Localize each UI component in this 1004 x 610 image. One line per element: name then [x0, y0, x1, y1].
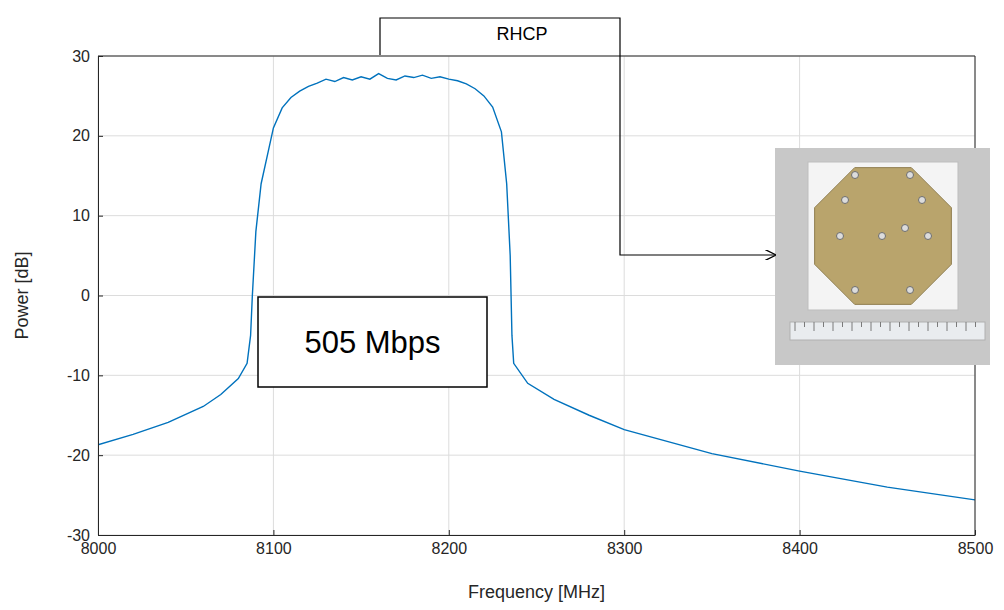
tick: 20	[72, 127, 103, 144]
grid-line-y	[98, 135, 975, 136]
photo-screw	[907, 172, 914, 179]
tick: 8200	[432, 530, 468, 557]
photo-ruler-tick	[909, 322, 910, 331]
annotation-box	[258, 297, 487, 387]
photo-ruler-tick	[966, 322, 967, 331]
photo-ruler-tick	[814, 322, 815, 331]
photo-octagon	[815, 168, 952, 305]
tick-mark	[98, 216, 103, 217]
frame	[98, 56, 975, 57]
x-axis-title: Frequency [MHz]	[468, 582, 605, 602]
annotation: RHCP	[496, 24, 547, 44]
photo-ruler-tick	[795, 322, 796, 331]
photo-ruler-tick	[890, 322, 891, 331]
photo-screw	[902, 225, 909, 232]
annotation: 505 Mbps	[304, 325, 440, 360]
tick: 8300	[607, 530, 643, 557]
tick: -10	[67, 367, 103, 384]
tick-mark	[98, 455, 103, 456]
tick-label: 0	[81, 287, 90, 304]
tick-mark	[449, 530, 450, 535]
y-axis-title: Power [dB]	[12, 251, 32, 339]
tick-label: 30	[72, 48, 90, 65]
photo-ruler-tick	[928, 322, 929, 331]
x-axis: 800081008200830084008500	[81, 530, 994, 557]
tick: -20	[67, 447, 103, 464]
photo-ruler-tick	[823, 322, 824, 327]
tick-mark	[273, 530, 274, 535]
tick: 10	[72, 207, 103, 224]
photo-ruler-tick	[899, 322, 900, 327]
tick: 8400	[782, 530, 818, 557]
tick: 0	[81, 287, 103, 304]
tick: 8100	[256, 530, 292, 557]
photo-ruler-tick	[842, 322, 843, 327]
photo-ruler-tick	[804, 322, 805, 327]
photo-screw	[879, 233, 886, 240]
photo-plate	[808, 162, 958, 310]
photo-ruler-tick	[871, 322, 872, 331]
photo-ruler-tick	[861, 322, 862, 327]
photo-screw	[837, 233, 844, 240]
tick-label: 10	[72, 207, 90, 224]
tick-mark	[98, 535, 103, 536]
grid	[98, 56, 975, 535]
photo-background	[775, 148, 990, 365]
photo-screw	[852, 287, 859, 294]
y-axis: -30 -20 -10 0 10 20 30	[67, 48, 103, 544]
photo-ruler-tick	[833, 322, 834, 331]
photo	[775, 148, 990, 365]
tick: 8500	[958, 530, 994, 557]
tick-label: -30	[67, 527, 90, 544]
photo-screw	[925, 233, 932, 240]
tick-label: 8500	[958, 540, 994, 557]
tick-mark	[98, 136, 103, 137]
photo-screw	[852, 172, 859, 179]
tick-mark	[98, 296, 103, 297]
photo-ruler-tick	[918, 322, 919, 327]
photo-ruler-tick	[880, 322, 881, 327]
grid-line-y	[98, 455, 975, 456]
photo-ruler-tick	[937, 322, 938, 327]
tick-label: -20	[67, 447, 90, 464]
tick-label: -10	[67, 367, 90, 384]
tick: -30	[67, 527, 103, 544]
tick-label: 20	[72, 127, 90, 144]
tick-label: 8100	[256, 540, 292, 557]
plot-background	[98, 56, 975, 535]
photo-screw	[907, 287, 914, 294]
grid-line-y	[98, 375, 975, 376]
plot: 800081008200830084008500-30-20-100102030	[67, 48, 994, 558]
grid-line-y	[98, 56, 975, 57]
photo-ruler	[790, 322, 985, 340]
grid-line-y	[98, 535, 975, 536]
photo-ruler-tick	[956, 322, 957, 327]
tick-label: 8300	[607, 540, 643, 557]
tick-mark	[800, 530, 801, 535]
photo-screw	[842, 197, 849, 204]
photo-screw	[919, 197, 926, 204]
tick-label: 8200	[432, 540, 468, 557]
axis-line	[99, 535, 976, 536]
spectrum-line	[98, 74, 975, 500]
tick-label: 8400	[782, 540, 818, 557]
tick-mark	[624, 530, 625, 535]
marks	[98, 74, 975, 500]
chart: 800081008200830084008500-30-20-100102030…	[0, 0, 1004, 610]
photo-ruler-tick	[852, 322, 853, 331]
tick-mark	[98, 375, 103, 376]
annotation-leader	[380, 18, 775, 255]
photo-ruler-tick	[947, 322, 948, 331]
photo-ruler-tick	[975, 322, 976, 327]
